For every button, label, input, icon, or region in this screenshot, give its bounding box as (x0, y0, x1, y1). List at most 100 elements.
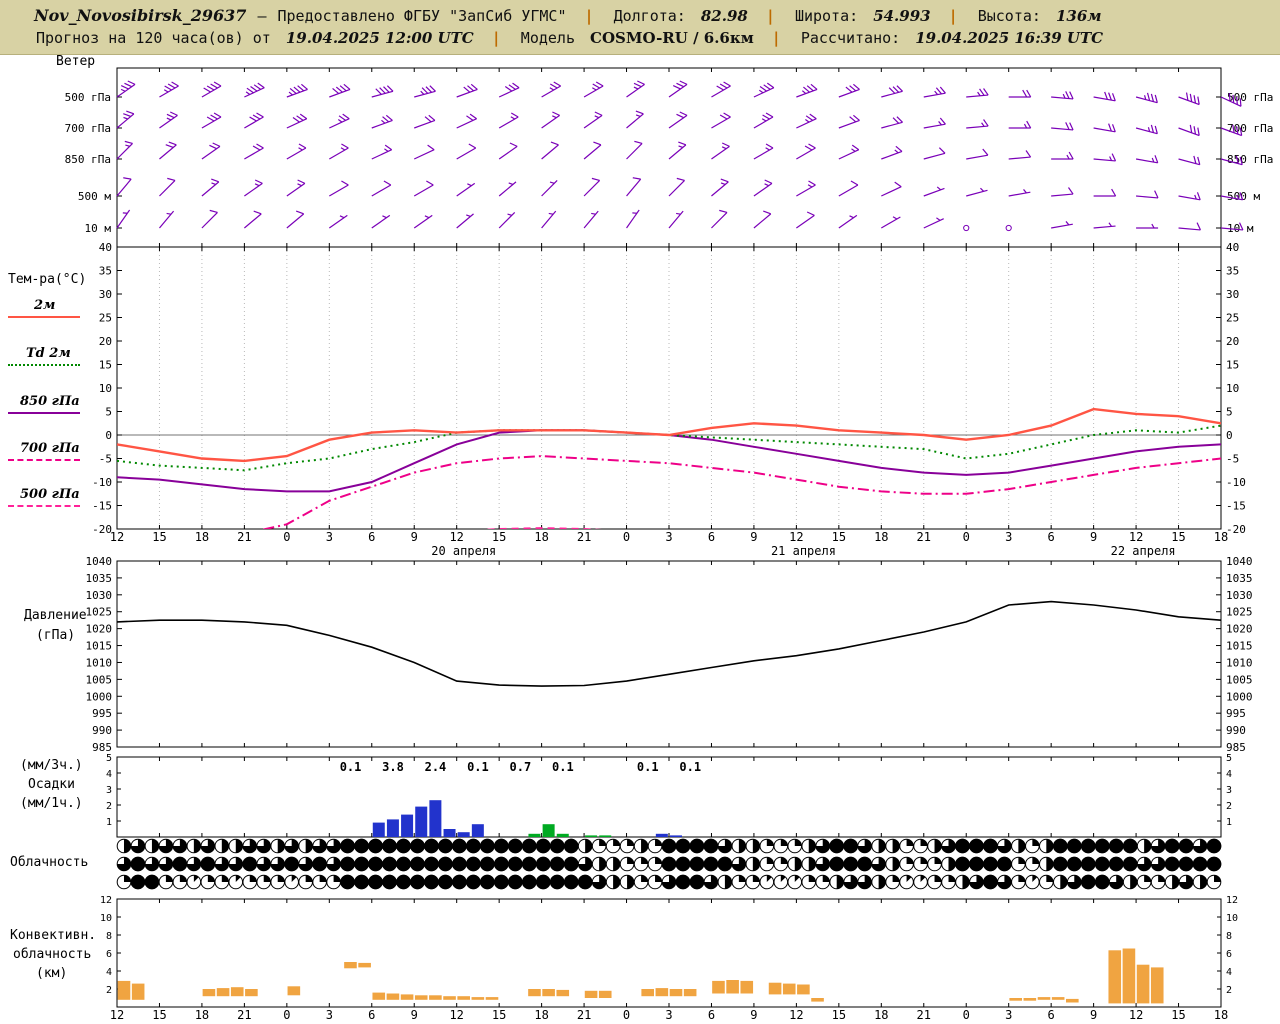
svg-text:18: 18 (874, 530, 888, 544)
convective-bar (1023, 998, 1037, 1001)
svg-text:15: 15 (152, 530, 166, 544)
calc-time: 19.04.2025 16:39 UTC (915, 29, 1104, 47)
svg-text:18: 18 (534, 1008, 548, 1022)
svg-text:2: 2 (106, 985, 112, 996)
svg-text:25: 25 (99, 312, 112, 325)
precip-bar-rain (443, 829, 456, 837)
temp-gridlines (116, 247, 1222, 529)
pressure-line (116, 600, 1222, 687)
convective-bar (400, 994, 414, 1000)
svg-text:1035: 1035 (86, 572, 113, 585)
station-name: Nov_Novosibirsk_29637 (34, 6, 247, 25)
precip-units-1h: (мм/1ч.) (20, 796, 83, 811)
svg-text:1020: 1020 (1226, 623, 1253, 636)
svg-text:1025: 1025 (1226, 606, 1253, 619)
svg-text:1040: 1040 (86, 555, 113, 568)
svg-text:5: 5 (105, 406, 112, 419)
svg-text:500 м: 500 м (1227, 190, 1260, 203)
convective-bar (1108, 950, 1122, 1004)
convective-bar (485, 997, 499, 1000)
svg-text:9: 9 (1090, 530, 1097, 544)
legend-label-td2m: Td 2м (26, 346, 71, 361)
convective-bar (216, 988, 230, 997)
svg-text:12: 12 (449, 1008, 463, 1022)
wind-row-700-гПа: 700 гПа 700 гПа (65, 110, 1273, 137)
svg-text:12: 12 (110, 530, 124, 544)
chart-root: 1212151518182121003366991212151518182121… (65, 67, 1273, 1022)
svg-text:0.1: 0.1 (467, 760, 489, 774)
svg-text:10: 10 (100, 913, 112, 924)
x-axis-labels: 12 12 15 15 18 18 21 21 0 0 3 3 6 6 9 9 12 12 15 15 18 18 21 21… (110, 530, 1228, 1022)
svg-text:15: 15 (99, 359, 112, 372)
svg-text:1040: 1040 (1226, 555, 1253, 568)
svg-text:10 м: 10 м (85, 222, 112, 235)
pressure-panel-border (116, 560, 1222, 748)
wind-row-10-м: 10 м 10 м (85, 209, 1254, 235)
precip-bar-snow (556, 833, 569, 837)
separator: | (948, 7, 958, 25)
svg-text:985: 985 (1226, 741, 1246, 754)
svg-text:18: 18 (1214, 1008, 1228, 1022)
pressure-panel-title: Давление (24, 608, 87, 623)
precip-bar-rain (372, 822, 385, 837)
convective-bar (1009, 998, 1022, 1001)
svg-text:0: 0 (105, 429, 112, 442)
legend-item-700: 700 гПа (8, 441, 80, 461)
svg-text:6: 6 (368, 1008, 375, 1022)
forecast-prefix: Прогноз на 120 часа(ов) от (36, 29, 271, 47)
svg-text:12: 12 (449, 530, 463, 544)
cloud-row-2 (116, 856, 1222, 872)
svg-text:-20: -20 (92, 523, 112, 536)
svg-text:1030: 1030 (1226, 589, 1253, 602)
svg-text:25: 25 (1226, 312, 1239, 325)
convective-bar (768, 982, 782, 995)
svg-text:1010: 1010 (1226, 656, 1253, 669)
svg-text:0.1: 0.1 (340, 760, 362, 774)
svg-text:1: 1 (1226, 817, 1232, 828)
svg-text:500 м: 500 м (78, 190, 111, 203)
convective-bar (1136, 964, 1150, 1004)
svg-text:4: 4 (106, 967, 112, 978)
svg-text:4: 4 (1226, 769, 1232, 780)
svg-text:0.1: 0.1 (552, 760, 574, 774)
svg-text:700 гПа: 700 гПа (1227, 122, 1273, 135)
svg-text:0.7: 0.7 (510, 760, 532, 774)
wind-row-850-гПа: 850 гПа 850 гПа (65, 140, 1273, 166)
svg-text:1: 1 (106, 817, 112, 828)
legend-item-td2m: Td 2м (8, 346, 80, 366)
convective-bar (598, 990, 612, 998)
convective-bar (457, 996, 470, 1000)
legend-item-850: 850 гПа (8, 394, 80, 414)
convective-bar (726, 980, 739, 994)
convective-panel: 12 12 10 10 8 8 6 6 4 4 2 2 (100, 895, 1238, 1004)
svg-text:6: 6 (368, 530, 375, 544)
svg-text:3: 3 (326, 1008, 333, 1022)
x-ticks (116, 899, 1222, 1007)
svg-text:0: 0 (963, 530, 970, 544)
convective-bar (542, 989, 555, 997)
cloudiness-panel-title: Облачность (10, 855, 89, 870)
temp-series-2м (117, 407, 1221, 463)
legend-line-td2m (8, 364, 80, 366)
header-line-2: Прогноз на 120 часа(ов) от 19.04.2025 12… (0, 27, 1280, 49)
svg-text:18: 18 (195, 1008, 209, 1022)
svg-text:1005: 1005 (86, 673, 113, 686)
cloud-row-3 (116, 874, 1222, 890)
convective-bar (287, 986, 301, 996)
svg-text:5: 5 (106, 753, 112, 764)
longitude-label: Долгота: (613, 7, 686, 25)
svg-text:2: 2 (1226, 801, 1232, 812)
svg-text:-10: -10 (92, 476, 112, 489)
svg-text:21: 21 (917, 1008, 931, 1022)
svg-text:1010: 1010 (86, 656, 113, 669)
separator: | (584, 7, 594, 25)
convective-bar (245, 989, 258, 997)
convective-bar (1122, 948, 1136, 1004)
svg-text:3: 3 (665, 1008, 672, 1022)
pressure-panel: 1040 1040 1035 1035 1030 1030 1025 1025 1020 1020… (86, 555, 1253, 754)
svg-text:995: 995 (92, 707, 112, 720)
svg-text:20: 20 (99, 335, 112, 348)
precip-bar-rain (401, 814, 414, 837)
convective-bar (117, 980, 131, 1000)
convective-bar (811, 998, 824, 1002)
